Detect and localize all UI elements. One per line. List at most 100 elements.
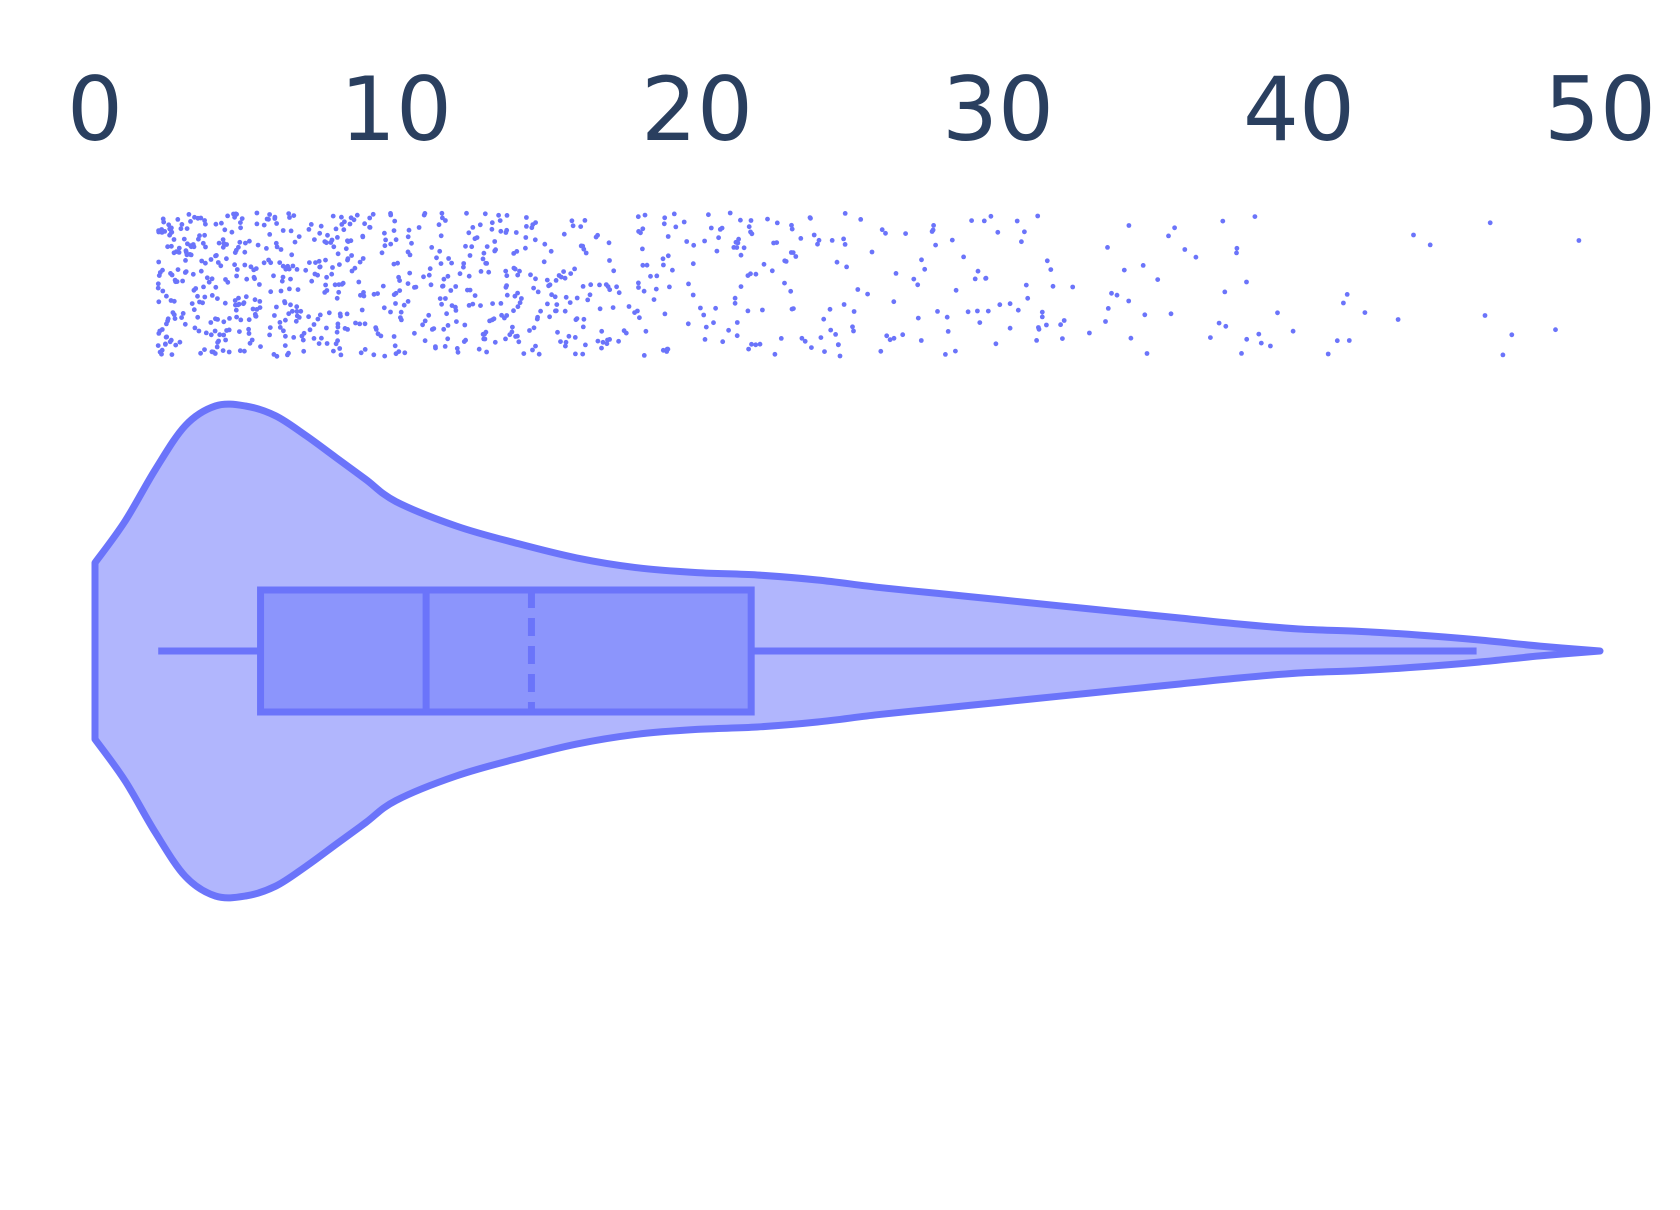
data-point: [325, 232, 330, 238]
data-point: [977, 320, 983, 325]
data-point: [733, 239, 739, 245]
data-point: [774, 220, 780, 226]
data-point: [470, 225, 476, 230]
data-point: [393, 237, 399, 243]
data-point: [298, 308, 304, 314]
data-point: [667, 284, 672, 290]
data-point: [841, 302, 847, 307]
data-point: [533, 220, 538, 226]
data-point: [1341, 300, 1346, 306]
jitter-points: [155, 210, 1582, 359]
data-point: [253, 313, 259, 319]
data-point: [448, 288, 454, 293]
data-point: [568, 271, 574, 276]
data-point: [338, 352, 344, 358]
data-point: [445, 336, 451, 342]
data-point: [197, 299, 202, 305]
data-point: [1142, 312, 1148, 318]
data-point: [268, 289, 274, 295]
data-point: [367, 225, 373, 230]
data-point: [554, 302, 560, 307]
data-point: [244, 276, 250, 282]
data-point: [224, 242, 230, 247]
data-point: [1244, 336, 1250, 342]
data-point: [168, 298, 174, 303]
data-point: [283, 317, 288, 323]
data-point: [498, 228, 504, 234]
data-point: [178, 226, 184, 232]
data-point: [1239, 351, 1244, 356]
data-point: [155, 285, 161, 291]
data-point: [1044, 322, 1049, 328]
data-point: [578, 224, 584, 230]
data-point: [1144, 351, 1150, 356]
data-point: [397, 278, 402, 283]
data-point: [566, 333, 572, 339]
data-point: [641, 288, 647, 294]
data-point: [323, 257, 328, 263]
data-point: [179, 315, 185, 320]
data-point: [664, 346, 670, 352]
data-point: [454, 319, 459, 324]
data-point: [616, 290, 622, 296]
data-point: [287, 215, 292, 220]
data-point: [891, 335, 897, 341]
data-point: [548, 248, 554, 254]
data-point: [734, 320, 740, 325]
data-point: [311, 336, 317, 341]
data-point: [582, 218, 588, 223]
data-point: [161, 219, 167, 225]
data-point: [345, 257, 350, 263]
data-point: [266, 216, 271, 222]
data-point: [736, 236, 741, 242]
data-point: [169, 272, 175, 278]
data-point: [640, 246, 645, 252]
data-point: [335, 235, 340, 240]
data-point: [761, 261, 767, 267]
data-point: [1427, 242, 1433, 248]
data-point: [482, 336, 488, 342]
data-point: [480, 256, 486, 262]
box-plot: [158, 586, 1477, 716]
data-point: [833, 332, 838, 337]
x-tick-label: 20: [641, 58, 753, 161]
data-point: [291, 213, 297, 219]
data-point: [382, 243, 388, 249]
data-point: [317, 264, 323, 270]
data-point: [406, 227, 412, 233]
data-point: [273, 240, 279, 246]
data-point: [545, 301, 550, 307]
data-point: [614, 284, 619, 290]
data-point: [915, 282, 921, 288]
data-point: [208, 257, 214, 262]
data-point: [399, 317, 404, 323]
data-point: [222, 300, 228, 306]
data-point: [552, 294, 558, 300]
data-point: [708, 225, 714, 231]
data-point: [702, 337, 708, 342]
data-point: [156, 299, 162, 305]
data-point: [362, 221, 367, 227]
data-point: [1061, 318, 1067, 323]
data-point: [438, 261, 444, 266]
data-point: [439, 301, 444, 307]
data-point: [1234, 245, 1240, 251]
data-point: [1007, 325, 1013, 331]
data-point: [782, 280, 787, 286]
data-point: [274, 244, 280, 250]
data-point: [741, 245, 747, 251]
data-point: [706, 212, 711, 218]
data-point: [748, 218, 754, 223]
data-point: [789, 226, 795, 232]
data-point: [391, 261, 397, 267]
data-point: [1234, 250, 1239, 256]
data-point: [214, 253, 219, 258]
data-point: [347, 221, 353, 227]
data-point: [215, 340, 221, 345]
data-point: [440, 283, 446, 289]
data-point: [440, 215, 445, 221]
data-point: [201, 284, 206, 290]
data-point: [497, 218, 503, 224]
data-point: [665, 253, 671, 259]
